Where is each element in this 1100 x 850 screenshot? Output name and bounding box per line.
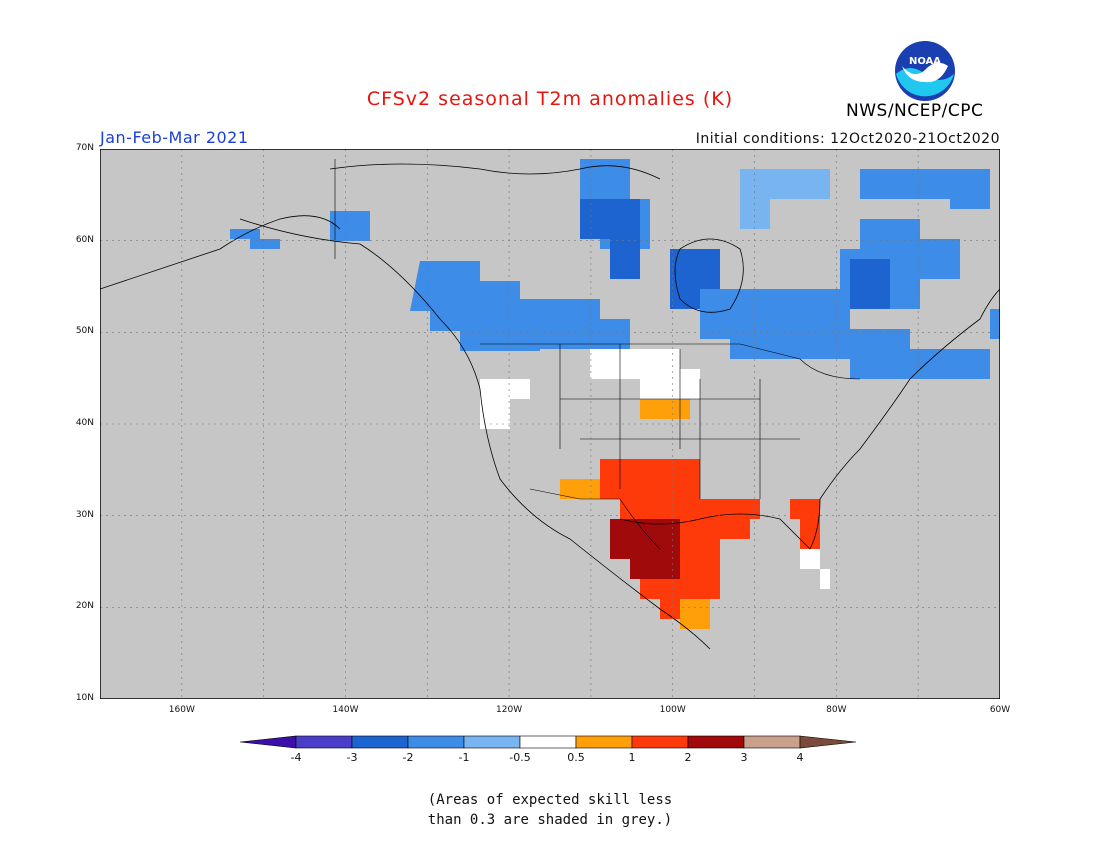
arctic-cold-region — [740, 169, 830, 229]
west-coast — [239, 218, 711, 650]
central-america-neutral — [740, 549, 830, 619]
plains-neutral — [590, 349, 700, 399]
us-canada-border — [480, 343, 861, 380]
legend-swatch — [519, 735, 577, 749]
initial-conditions: Initial conditions: 12Oct2020-21Oct2020 — [695, 131, 1000, 147]
arctic-coast — [329, 163, 661, 180]
latitude-label: 30N — [75, 509, 94, 520]
legend-arrow-low — [239, 735, 297, 749]
legend-label: 3 — [740, 751, 748, 764]
legend-swatch — [575, 735, 633, 749]
gulf-coast — [619, 288, 1000, 550]
legend-swatch — [687, 735, 745, 749]
noaa-logo-icon: NOAA — [895, 41, 955, 101]
borders — [334, 159, 861, 550]
legend-swatch — [743, 735, 801, 749]
coastlines — [100, 163, 1000, 650]
legend-label: 0.5 — [567, 751, 585, 764]
longitude-label: 60W — [989, 705, 1011, 715]
labrador-cold-region — [860, 169, 990, 209]
legend-swatch — [407, 735, 465, 749]
anomaly-fields — [230, 159, 1000, 629]
skill-note: (Areas of expected skill less than 0.3 a… — [0, 790, 1100, 830]
latitude-label: 40N — [75, 418, 94, 428]
legend-label: -2 — [402, 751, 414, 764]
latitude-label: 20N — [75, 601, 94, 612]
alaska-coast — [100, 215, 341, 290]
mexico-hot-region — [610, 519, 680, 579]
legend-swatch — [351, 735, 409, 749]
legend-label: -3 — [346, 751, 358, 764]
great-basin-neutral — [480, 379, 530, 429]
us-mexico-border — [529, 488, 661, 550]
legend-label: 2 — [684, 751, 692, 764]
legend-label: -0.5 — [509, 751, 531, 764]
longitude-label: 140W — [332, 705, 359, 715]
logo-text: NOAA — [909, 56, 941, 67]
yucatan-warm-region — [680, 599, 710, 629]
gridlines — [100, 149, 1000, 699]
legend-swatch — [631, 735, 689, 749]
color-scale-legend — [239, 735, 857, 749]
legend-label: 1 — [628, 751, 636, 764]
alaska-cold-region — [230, 229, 280, 249]
latitude-label: 60N — [75, 234, 94, 245]
chart-title: CFSv2 seasonal T2m anomalies (K) — [366, 88, 734, 110]
prairie-cold-region — [480, 299, 630, 349]
forecast-period: Jan-Feb-Mar 2021 — [100, 128, 249, 147]
latitude-label: 10N — [75, 693, 94, 703]
legend-swatch — [463, 735, 521, 749]
southwest-warm-region — [560, 479, 600, 499]
latitude-label: 70N — [75, 143, 94, 153]
rockies-warm-region — [640, 399, 690, 419]
legend-label: -4 — [290, 751, 302, 764]
latitude-label: 50N — [75, 326, 94, 337]
legend-label: -1 — [458, 751, 470, 764]
ontario-cold-region — [700, 289, 1000, 379]
longitude-label: 100W — [659, 705, 686, 715]
longitude-label: 120W — [496, 705, 523, 715]
hudson-bay — [674, 238, 744, 313]
legend-arrow-high — [799, 735, 857, 749]
quebec-strong-cold — [850, 259, 890, 309]
legend-label: 4 — [796, 751, 804, 764]
nwt-strong-cold — [580, 199, 640, 279]
note-line-1: (Areas of expected skill less — [427, 792, 673, 808]
legend-swatch — [295, 735, 353, 749]
yukon-cold-region — [330, 211, 370, 241]
anomaly-map — [100, 149, 1000, 699]
florida-warm-region — [790, 499, 820, 549]
gulf-warm-region — [700, 499, 760, 519]
agency-label: NWS/NCEP/CPC — [846, 101, 984, 121]
note-line-2: than 0.3 are shaded in grey.) — [427, 812, 673, 828]
state-lines — [559, 344, 800, 499]
longitude-label: 160W — [168, 705, 195, 715]
longitude-label: 80W — [826, 705, 847, 715]
